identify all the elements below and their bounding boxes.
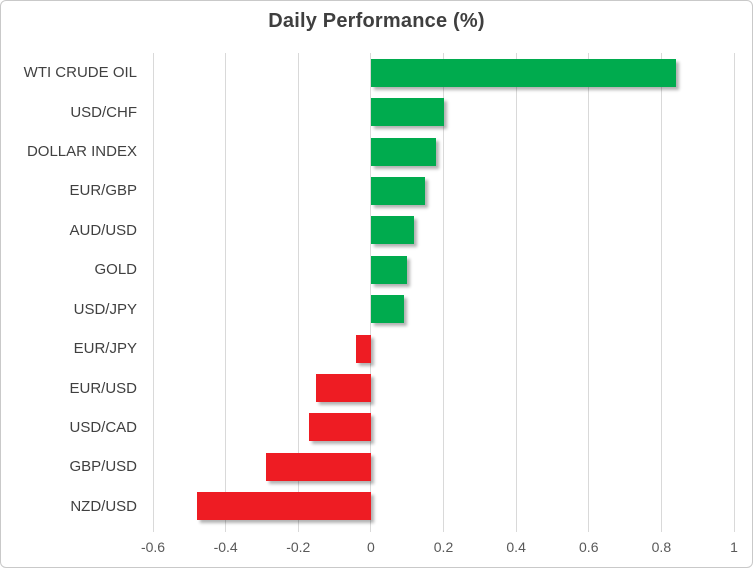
gridline: [225, 53, 227, 526]
bar: [370, 295, 404, 324]
gridline: [443, 53, 444, 526]
category-label: WTI CRUDE OIL: [23, 64, 137, 82]
category-label: USD/JPY: [73, 300, 137, 318]
x-tick-label: 1: [730, 539, 738, 555]
bar: [370, 98, 444, 127]
x-tick-label: 0.2: [433, 539, 454, 555]
category-label: USD/CAD: [69, 418, 137, 436]
axis-tick-mark: [443, 526, 444, 532]
category-label: EUR/USD: [69, 379, 137, 397]
category-label: GBP/USD: [69, 458, 137, 476]
x-tick-label: -0.2: [286, 539, 311, 555]
bar: [370, 176, 426, 205]
axis-tick-mark: [515, 526, 517, 532]
x-tick-label: 0.8: [651, 539, 672, 555]
category-label: EUR/JPY: [73, 340, 137, 358]
plot-area: [152, 53, 735, 532]
x-tick-label: 0: [366, 539, 375, 555]
gridline: [733, 53, 735, 526]
category-label: USD/CHF: [70, 103, 137, 121]
bar: [370, 255, 408, 284]
gridline: [660, 53, 662, 526]
axis-tick-mark: [152, 526, 154, 532]
category-label: EUR/GBP: [69, 182, 137, 200]
axis-tick-mark: [297, 526, 299, 532]
bar: [356, 334, 371, 363]
gridline: [152, 53, 154, 526]
category-label: AUD/USD: [69, 221, 137, 239]
x-tick-label: -0.6: [140, 539, 166, 555]
category-label: DOLLAR INDEX: [26, 143, 137, 161]
bar: [196, 492, 371, 521]
x-tick-label: 0.6: [579, 539, 599, 555]
bar: [370, 137, 437, 166]
axis-tick-mark: [370, 526, 372, 532]
bar: [265, 452, 371, 481]
bar: [316, 374, 371, 403]
chart-title: Daily Performance (%): [268, 10, 485, 32]
gridline: [297, 53, 299, 526]
axis-tick-mark: [225, 526, 227, 532]
axis-tick-mark: [660, 526, 662, 532]
bar: [309, 413, 371, 442]
x-tick-label: 0.4: [506, 539, 526, 555]
gridline: [515, 53, 517, 526]
axis-tick-mark: [588, 526, 590, 532]
bar: [370, 58, 676, 87]
category-label: NZD/USD: [70, 497, 137, 515]
bar: [370, 216, 415, 245]
axis-tick-mark: [733, 526, 735, 532]
category-label: GOLD: [94, 261, 137, 279]
gridline: [588, 53, 590, 526]
x-tick-label: -0.4: [213, 539, 238, 555]
gridline: [370, 53, 372, 526]
